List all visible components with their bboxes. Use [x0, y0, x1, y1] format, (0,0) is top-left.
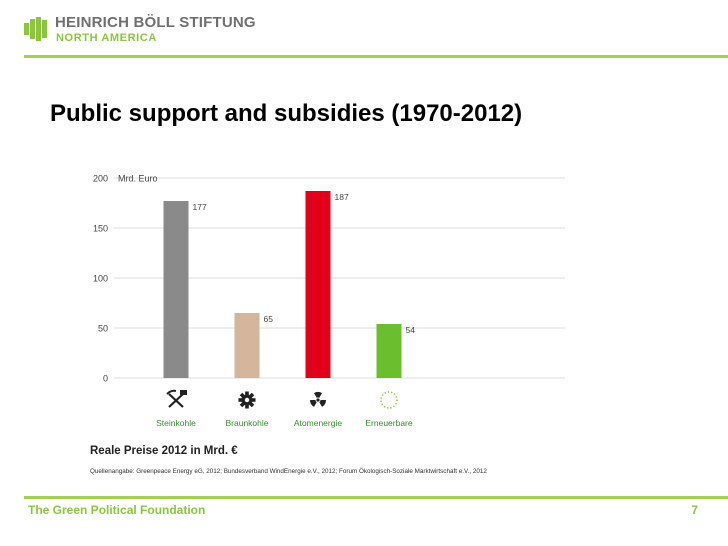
bar-erneuerbare	[376, 324, 402, 378]
subsidies-chart: 0 50 100 150 200 Mrd. Euro 177 Steinkohle 65 Brau…	[70, 160, 590, 495]
category-label: Steinkohle	[156, 418, 196, 428]
y-axis-label: Mrd. Euro	[118, 174, 158, 184]
gear-icon	[238, 391, 256, 409]
bar-value-label: 54	[406, 325, 416, 335]
footer-text: The Green Political Foundation	[28, 503, 206, 517]
footer-divider	[24, 496, 728, 499]
chart-source: Quellenangabe: Greenpeace Energy eG, 201…	[90, 467, 487, 475]
bar-steinkohle	[163, 201, 189, 378]
radiation-icon	[309, 391, 326, 407]
logo-name: HEINRICH BÖLL STIFTUNG	[55, 14, 256, 31]
dotted-circle-icon	[380, 391, 398, 409]
pick-and-hammer-icon	[166, 389, 187, 408]
y-tick-label: 200	[93, 174, 108, 184]
chart-caption: Reale Preise 2012 in Mrd. €	[90, 445, 238, 457]
chart-svg: 0 50 100 150 200 Mrd. Euro 177 Steinkohle 65 Brau…	[90, 174, 565, 475]
logo-bars-icon	[24, 17, 48, 41]
bar-braunkohle	[234, 313, 260, 378]
category-label: Erneuerbare	[365, 418, 413, 428]
slide-title: Public support and subsidies (1970-2012)	[50, 100, 523, 127]
category-label: Atomenergie	[294, 418, 342, 428]
bar-value-label: 187	[335, 192, 349, 202]
bar-value-label: 177	[193, 202, 207, 212]
y-tick-label: 50	[98, 324, 108, 334]
page-number: 7	[691, 503, 698, 517]
y-tick-label: 100	[93, 274, 108, 284]
bar-atomenergie	[305, 191, 331, 378]
y-tick-label: 0	[103, 374, 108, 384]
header-divider	[24, 55, 728, 58]
bar-value-label: 65	[264, 314, 274, 324]
logo-region: NORTH AMERICA	[56, 32, 157, 44]
y-tick-label: 150	[93, 224, 108, 234]
category-label: Braunkohle	[225, 418, 268, 428]
